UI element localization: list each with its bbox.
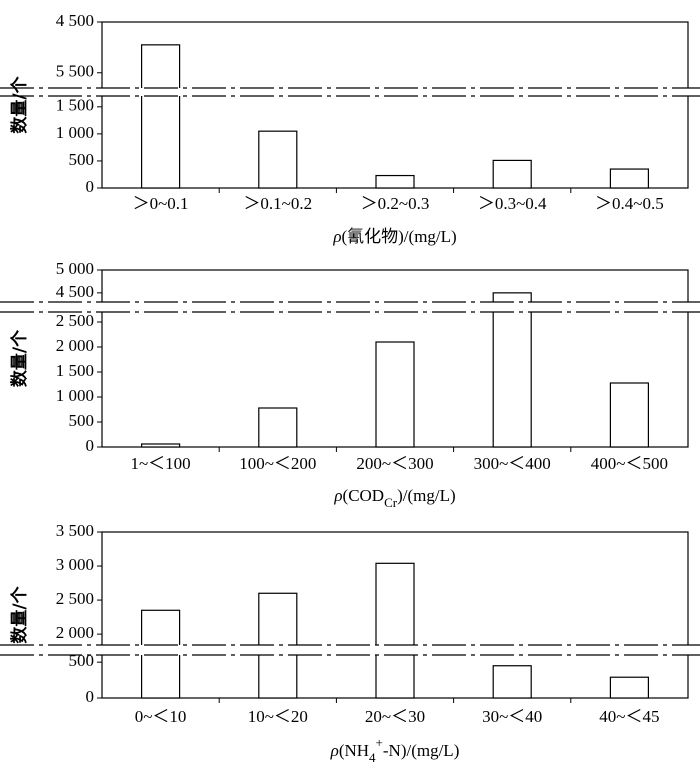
- x-axis-label-part: (COD: [343, 486, 385, 505]
- x-axis-label: ρ(CODCr)/(mg/L): [333, 486, 455, 511]
- y-tick-label: 5 000: [56, 259, 94, 278]
- x-axis-label: ρ(氰化物)/(mg/L): [332, 227, 456, 246]
- y-tick-label: 5 500: [56, 62, 94, 81]
- bar: [258, 130, 298, 189]
- x-tick-label: 20~＜30: [365, 707, 425, 726]
- x-tick-label: 30~＜40: [482, 707, 542, 726]
- bar: [492, 292, 532, 448]
- x-axis-label-part: )/(mg/L): [397, 486, 456, 505]
- y-tick-label: 0: [86, 687, 95, 706]
- x-tick-label: ＞0.1~0.2: [243, 194, 312, 213]
- x-axis-label-part: ρ: [330, 741, 339, 760]
- y-axis-label: 数量/个: [9, 75, 30, 133]
- bar: [375, 562, 415, 699]
- bar: [258, 407, 298, 448]
- bar: [609, 382, 650, 448]
- x-axis-label-part: 4: [369, 750, 376, 765]
- x-axis-label: ρ(NH4+-N)/(mg/L): [330, 735, 460, 765]
- x-tick-label: 400~＜500: [591, 454, 668, 473]
- y-tick-label: 4 500: [56, 11, 94, 30]
- y-tick-label: 2 000: [56, 623, 94, 642]
- y-tick-label: 1 500: [56, 96, 94, 115]
- bar: [141, 44, 181, 189]
- axis-break-gap: [0, 645, 700, 655]
- bar: [492, 665, 532, 699]
- y-tick-label: 1 500: [56, 361, 94, 380]
- y-axis-label: 数量/个: [9, 585, 30, 643]
- y-axis-label: 数量/个: [9, 329, 30, 387]
- x-tick-label: ＞0.3~0.4: [478, 194, 547, 213]
- y-tick-label: 0: [86, 177, 95, 196]
- x-axis-label-part: Cr: [384, 495, 398, 510]
- y-tick-label: 500: [69, 651, 95, 670]
- bar: [609, 168, 650, 189]
- y-tick-label: 3 000: [56, 555, 94, 574]
- bar: [375, 174, 415, 189]
- x-tick-label: ＞0~0.1: [133, 194, 189, 213]
- bar: [375, 341, 415, 448]
- x-tick-label: 100~＜200: [239, 454, 316, 473]
- y-tick-label: 3 500: [56, 521, 94, 540]
- plot-frame: [101, 21, 689, 189]
- x-axis-label-part: ρ: [332, 227, 341, 246]
- x-axis-label-part: +: [376, 735, 383, 750]
- x-axis-label-part: (NH: [339, 741, 369, 760]
- y-tick-label: 4 500: [56, 282, 94, 301]
- bar: [492, 159, 532, 189]
- x-tick-label: 40~＜45: [599, 707, 659, 726]
- x-axis-label-part: -N)/(mg/L): [383, 741, 459, 760]
- x-tick-label: 10~＜20: [248, 707, 308, 726]
- y-tick-label: 500: [69, 411, 95, 430]
- y-tick-label: 1 000: [56, 123, 94, 142]
- x-tick-label: 1~＜100: [130, 454, 190, 473]
- y-tick-label: 2 000: [56, 336, 94, 355]
- x-tick-label: ＞0.4~0.5: [595, 194, 664, 213]
- y-tick-label: 0: [86, 436, 95, 455]
- x-tick-label: ＞0.2~0.3: [361, 194, 430, 213]
- y-tick-label: 2 500: [56, 311, 94, 330]
- axis-break-gap: [0, 88, 700, 96]
- y-tick-label: 2 500: [56, 589, 94, 608]
- x-tick-label: 0~＜10: [135, 707, 187, 726]
- axis-break-gap: [0, 302, 700, 312]
- bar: [609, 676, 650, 699]
- y-tick-label: 500: [69, 150, 95, 169]
- x-tick-label: 200~＜300: [356, 454, 433, 473]
- bar: [141, 443, 181, 448]
- x-axis-label-part: ρ: [333, 486, 342, 505]
- y-tick-label: 1 000: [56, 386, 94, 405]
- x-tick-label: 300~＜400: [474, 454, 551, 473]
- x-axis-label-part: (氰化物)/(mg/L): [341, 227, 456, 246]
